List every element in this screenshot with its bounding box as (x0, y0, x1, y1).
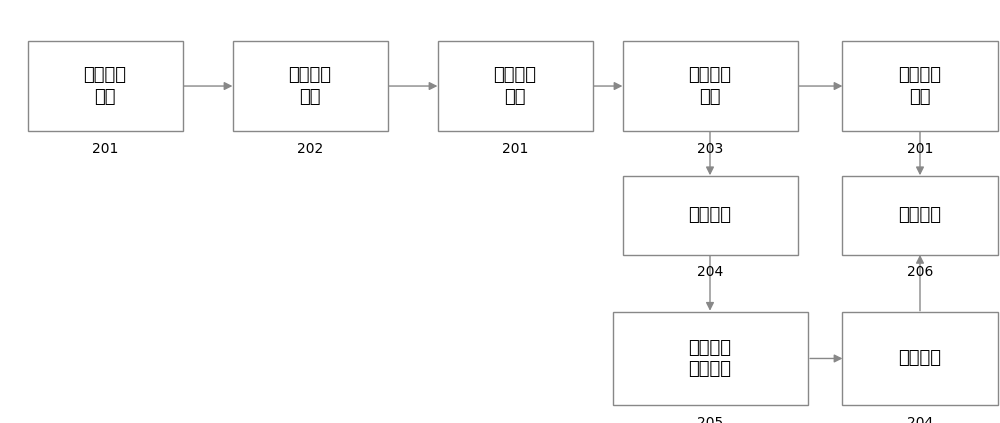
Bar (438, 41, 592, 131)
Text: 晶圆传送: 晶圆传送 (898, 66, 941, 84)
Text: 201: 201 (502, 142, 528, 156)
Bar (28, 41, 183, 131)
Text: 晶圆传送: 晶圆传送 (494, 66, 536, 84)
Bar (622, 176, 798, 255)
Text: 通信模组: 通信模组 (688, 206, 732, 224)
Text: 202: 202 (297, 142, 323, 156)
Bar (842, 312, 998, 405)
Text: 205: 205 (697, 416, 723, 423)
Text: 处理中心: 处理中心 (688, 360, 732, 378)
Text: 201: 201 (907, 142, 933, 156)
Text: 模组: 模组 (699, 88, 721, 106)
Text: 模组: 模组 (94, 88, 116, 106)
Text: 沉积机台: 沉积机台 (898, 206, 941, 224)
Bar (842, 176, 998, 255)
Text: 数据分析: 数据分析 (688, 339, 732, 357)
Text: 203: 203 (697, 142, 723, 156)
Bar (622, 41, 798, 131)
Text: 通信模组: 通信模组 (898, 349, 941, 368)
Bar (612, 312, 808, 405)
Text: 晶圆传送: 晶圆传送 (84, 66, 126, 84)
Text: 206: 206 (907, 265, 933, 279)
Bar (233, 41, 388, 131)
Text: 红外成像: 红外成像 (688, 66, 732, 84)
Bar (842, 41, 998, 131)
Text: 201: 201 (92, 142, 118, 156)
Text: 腔组: 腔组 (299, 88, 321, 106)
Text: 204: 204 (697, 265, 723, 279)
Text: 模组: 模组 (504, 88, 526, 106)
Text: 晶圆预热: 晶圆预热 (288, 66, 332, 84)
Text: 204: 204 (907, 416, 933, 423)
Text: 模组: 模组 (909, 88, 931, 106)
